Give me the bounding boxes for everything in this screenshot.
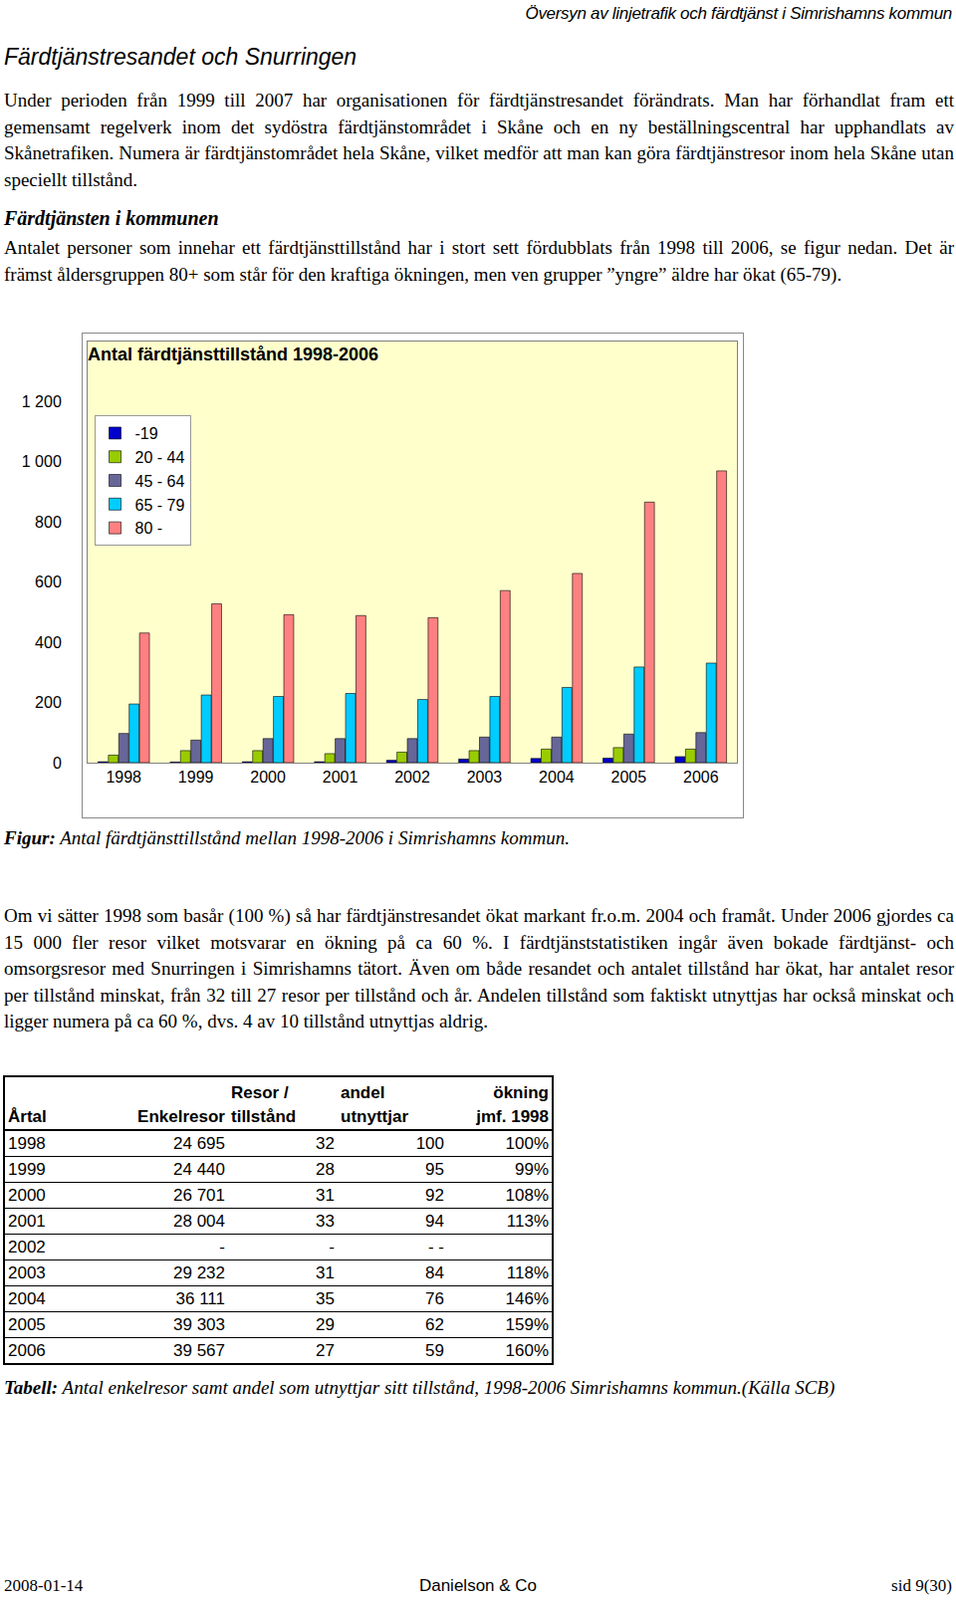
svg-text:65 - 79: 65 - 79 — [135, 496, 186, 514]
html-text:26 701: 26 701 — [173, 1185, 226, 1205]
html-text:Översyn av linjetrafik och fär: Översyn av linjetrafik och färdtjänst i … — [525, 3, 953, 23]
html-text:Om vi sätter 1998 som basår (1: Om vi sätter 1998 som basår (100 %) så h… — [3, 905, 955, 1033]
html-text:2000: 2000 — [7, 1185, 46, 1205]
html-text:Årtal: Årtal — [7, 1107, 47, 1127]
svg-text:80 -: 80 - — [135, 519, 164, 537]
html-text:24 440: 24 440 — [173, 1159, 226, 1179]
html-text:31: 31 — [315, 1263, 335, 1283]
svg-text:1999: 1999 — [178, 768, 215, 786]
html-text:24 695: 24 695 — [173, 1133, 226, 1153]
html-text:84: 84 — [425, 1263, 445, 1283]
html-text:108%: 108% — [505, 1185, 549, 1205]
svg-text:200: 200 — [34, 694, 62, 712]
svg-text:1 200: 1 200 — [21, 393, 62, 411]
html-text:94: 94 — [425, 1211, 445, 1231]
svg-text:0: 0 — [52, 754, 62, 772]
html-text:29: 29 — [315, 1314, 335, 1334]
html-text:100: 100 — [415, 1133, 445, 1153]
svg-text:2001: 2001 — [322, 768, 359, 786]
svg-text:Antal färdtjänsttillstånd 1998: Antal färdtjänsttillstånd 1998-2006 — [87, 344, 379, 365]
svg-text:1 000: 1 000 — [21, 453, 62, 471]
html-text:28 004: 28 004 — [173, 1211, 226, 1231]
svg-text:2000: 2000 — [249, 768, 286, 786]
html-text:sid 9(30): sid 9(30) — [891, 1576, 953, 1596]
html-text:Antalet personer som innehar e: Antalet personer som innehar ett färdtjä… — [3, 237, 955, 285]
html-text:tillstånd: tillstånd — [231, 1107, 296, 1127]
svg-text:2002: 2002 — [394, 768, 431, 786]
html-text:31: 31 — [315, 1185, 335, 1205]
html-text:146%: 146% — [505, 1289, 549, 1309]
svg-text:2003: 2003 — [467, 768, 503, 786]
html-text:Danielson & Co: Danielson & Co — [419, 1576, 537, 1596]
svg-text:45 - 64: 45 - 64 — [135, 473, 186, 490]
html-text:2008-01-14: 2008-01-14 — [3, 1576, 83, 1596]
html-text:jmf. 1998: jmf. 1998 — [476, 1107, 549, 1127]
html-text:160%: 160% — [505, 1340, 549, 1360]
svg-text:20 - 44: 20 - 44 — [135, 449, 186, 467]
html-text:1998: 1998 — [7, 1133, 46, 1153]
html-text:Under perioden från 1999 till: Under perioden från 1999 till 2007 har o… — [3, 89, 955, 191]
html-text:59: 59 — [425, 1340, 445, 1360]
html-text:62: 62 — [425, 1314, 445, 1334]
html-text:33: 33 — [315, 1211, 335, 1231]
html-text:99%: 99% — [514, 1159, 549, 1179]
html-text:2004: 2004 — [7, 1289, 46, 1309]
html-text:2003: 2003 — [7, 1263, 46, 1283]
html-text:Färdtjänstresandet och Snurrin: Färdtjänstresandet och Snurringen — [3, 43, 357, 70]
html-text:32: 32 — [315, 1133, 335, 1153]
svg-text:-19: -19 — [135, 425, 159, 443]
html-text:andel: andel — [340, 1083, 385, 1103]
html-text:76: 76 — [425, 1289, 445, 1309]
html-text:39 303: 39 303 — [173, 1314, 226, 1334]
svg-text:600: 600 — [34, 573, 62, 591]
html-text:92: 92 — [425, 1185, 445, 1205]
html-text:29 232: 29 232 — [173, 1263, 226, 1283]
html-text:118%: 118% — [506, 1263, 549, 1283]
html-text:28: 28 — [315, 1159, 335, 1179]
html-text:2001: 2001 — [7, 1211, 46, 1231]
svg-text:2004: 2004 — [538, 768, 575, 786]
html-text:95: 95 — [425, 1159, 445, 1179]
svg-text:400: 400 — [34, 634, 62, 652]
html-text:100%: 100% — [505, 1133, 549, 1153]
html-text:utnyttjar: utnyttjar — [340, 1107, 409, 1127]
html-text:Figur: Antal färdtjänsttillstå: Figur: Antal färdtjänsttillstånd mellan … — [3, 827, 570, 849]
svg-text:1998: 1998 — [105, 768, 142, 786]
svg-text:2005: 2005 — [611, 768, 648, 786]
html-text:Enkelresor: Enkelresor — [137, 1107, 226, 1127]
html-text:2006: 2006 — [7, 1340, 46, 1360]
svg-text:800: 800 — [34, 513, 62, 531]
html-text:Färdtjänsten i kommunen: Färdtjänsten i kommunen — [3, 207, 219, 230]
html-text:Tabell: Antal enkelresor samt: Tabell: Antal enkelresor samt andel som … — [3, 1377, 835, 1399]
html-text:2005: 2005 — [7, 1314, 46, 1334]
html-text:1999: 1999 — [7, 1159, 46, 1179]
svg-text:2006: 2006 — [683, 768, 719, 786]
html-text:159%: 159% — [505, 1314, 549, 1334]
html-text:35: 35 — [315, 1289, 335, 1309]
html-text:2002: 2002 — [7, 1237, 46, 1257]
html-text:39 567: 39 567 — [173, 1340, 226, 1360]
html-text:113%: 113% — [506, 1211, 549, 1231]
html-text:36 111: 36 111 — [175, 1289, 226, 1309]
html-text:Resor /: Resor / — [231, 1083, 289, 1103]
html-text:27: 27 — [315, 1340, 335, 1360]
html-text:ökning: ökning — [493, 1083, 549, 1103]
